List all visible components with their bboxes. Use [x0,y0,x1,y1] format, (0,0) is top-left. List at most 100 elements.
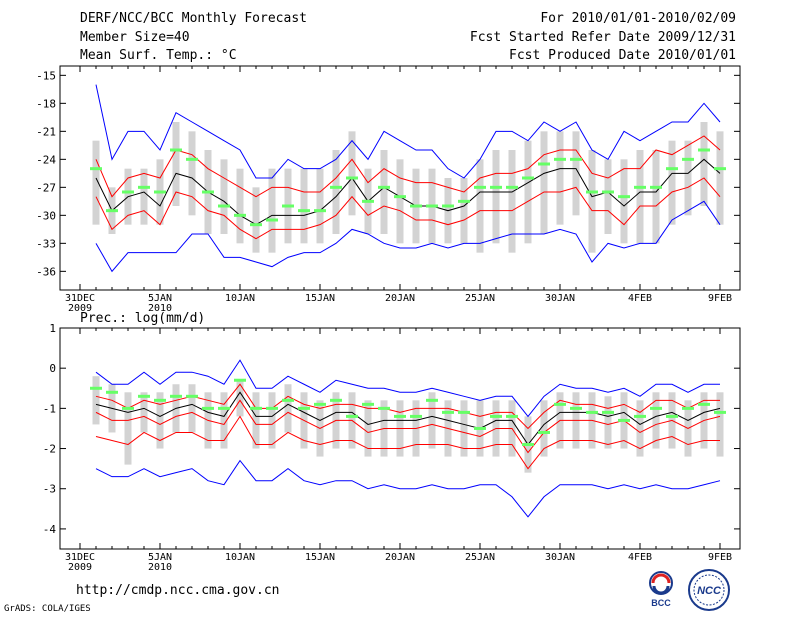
spread-box [156,392,164,449]
spread-box [508,150,516,253]
y-tick-label: 0 [49,362,56,375]
bcc-logo-text: BCC [651,598,671,608]
y-tick-label: -3 [43,483,56,496]
spread-box [316,168,324,244]
x-tick-label: 30JAN [545,552,575,563]
series-line-upper [95,135,721,198]
x-tick-label: 15JAN [305,552,335,563]
y-tick-label: -2 [43,443,56,456]
x-tick-label: 5JAN [148,552,172,563]
spread-box [476,159,484,253]
y-tick-label: -15 [36,69,56,82]
spread-box [540,400,548,457]
spread-box [460,400,468,457]
variable-label: Mean Surf. Temp.: °C [80,48,237,63]
spread-box [300,168,308,244]
footer-url[interactable]: http://cmdp.ncc.cma.gov.cn [76,583,280,598]
started-date: Fcst Started Refer Date 2009/12/31 [469,30,736,45]
spread-box [636,150,644,244]
spread-box [220,392,228,449]
spread-box [524,140,532,244]
ncc-logo-text: NCC [697,585,722,597]
spread-box [700,122,708,206]
spread-box [604,396,612,449]
x-tick-label-year: 2010 [148,303,172,314]
x-tick-label-year: 2009 [68,562,92,573]
spread-box [684,140,692,216]
series-line-lower [95,177,721,240]
series-line-lower2 [95,415,720,470]
y-tick-label: -27 [36,181,56,194]
spread-box [716,131,724,225]
spread-box [652,150,660,244]
spread-box [124,392,132,465]
x-tick-label: 25JAN [465,293,495,304]
x-tick-label: 25JAN [465,552,495,563]
spread-box [380,150,388,234]
spread-box [92,376,100,425]
precip-title: Prec.: log(mm/d) [80,311,206,326]
y-tick-label: -4 [43,523,57,536]
spread-box [220,159,228,234]
spread-box [460,178,468,244]
x-tick-label: 10JAN [225,293,255,304]
spread-box [556,131,564,225]
bcc-logo: BCC [649,571,673,608]
spread-box [172,122,180,206]
chart-title: DERF/NCC/BCC Monthly Forecast [80,11,307,26]
spread-box [668,140,676,225]
y-tick-label: -24 [36,153,56,166]
x-tick-label: 31DEC [65,552,95,563]
spread-box [92,140,100,225]
spread-box [268,392,276,449]
x-tick-label: 20JAN [385,552,415,563]
series-line-min [95,200,721,273]
spread-box [652,392,660,449]
y-tick-label: 1 [49,322,56,335]
series-line-mean [95,391,721,446]
grads-credit: GrADS: COLA/IGES [4,604,91,614]
member-size: Member Size=40 [80,30,190,45]
spread-box [268,168,276,253]
x-tick-label-year: 2009 [68,303,92,314]
y-tick-label: -21 [36,125,56,138]
x-tick-label: 4FEB [628,552,652,563]
x-tick-label: 20JAN [385,293,415,304]
spread-box [284,384,292,433]
spread-box [236,380,244,417]
spread-box [636,400,644,457]
y-tick-label: -18 [36,97,56,110]
x-tick-label: 9FEB [708,552,732,563]
spread-box [140,392,148,433]
x-tick-label-year: 2010 [148,562,172,573]
y-tick-label: -33 [36,237,56,250]
spread-box [332,150,340,234]
produced-date: Fcst Produced Date 2010/01/01 [509,48,736,63]
y-tick-label: -30 [36,209,56,222]
spread-box [588,150,596,253]
spread-box [188,384,196,433]
series-line-min [95,459,721,518]
spread-box [236,168,244,244]
spread-box [604,159,612,234]
spread-box [492,150,500,244]
x-tick-label: 15JAN [305,293,335,304]
spread-box [716,392,724,457]
series-line-lower [95,399,721,454]
x-tick-label: 9FEB [708,293,732,304]
spread-box [252,392,260,449]
x-tick-label: 10JAN [225,552,255,563]
series-line-upper [95,383,720,430]
spread-box [188,131,196,216]
series-line-max [95,84,721,179]
x-tick-label: 31DEC [65,293,95,304]
ncc-logo: NCC [688,569,730,611]
spread-box [620,159,628,244]
spread-box [428,392,436,449]
forecast-range: For 2010/01/01-2010/02/09 [540,11,736,26]
series-line-mean [95,158,721,226]
series-line-max [95,359,720,418]
spread-box [140,168,148,225]
